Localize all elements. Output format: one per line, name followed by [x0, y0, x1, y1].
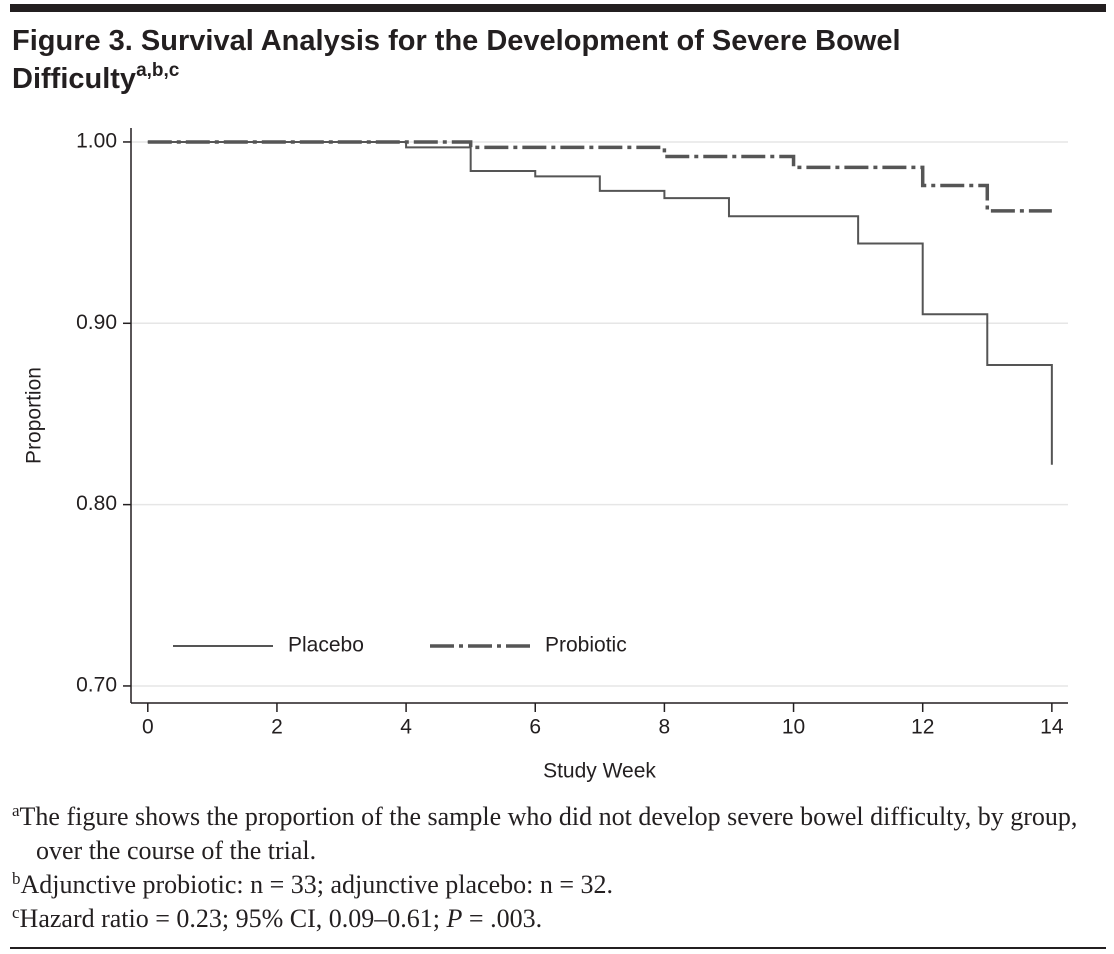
- footnote-text: The figure shows the proportion of the s…: [19, 802, 1078, 865]
- x-tick-label: 6: [529, 716, 541, 739]
- x-tick-label: 14: [1040, 716, 1064, 739]
- footnote-text: = .003.: [462, 904, 543, 933]
- legend-label: Placebo: [288, 634, 364, 657]
- x-tick-label: 12: [911, 716, 934, 739]
- chart-title-block: Figure 3. Survival Analysis for the Deve…: [12, 22, 1062, 98]
- chart: 1.00 0.90 0.80 0.70 0 2 4 6 8 10 12 14 Study Week Pro…: [23, 128, 1068, 783]
- x-axis-label: Study Week: [543, 760, 656, 783]
- x-tick-label: 8: [659, 716, 671, 739]
- x-tick-label: 2: [271, 716, 283, 739]
- footnote: aThe figure shows the proportion of the …: [12, 800, 1107, 868]
- legend-label: Probiotic: [545, 634, 627, 657]
- footnote-marker: c: [12, 903, 20, 922]
- survival-line: [147, 140, 1052, 213]
- y-tick-label: 0.80: [76, 492, 117, 515]
- x-tick-label: 10: [782, 716, 805, 739]
- footnote-marker: b: [12, 869, 21, 888]
- footnote-marker: a: [12, 801, 20, 820]
- x-tick-label: 4: [400, 716, 412, 739]
- y-tick-label: 0.70: [76, 674, 117, 697]
- bottom-rule: [10, 947, 1106, 949]
- chart-title: Figure 3. Survival Analysis for the Deve…: [12, 25, 901, 95]
- top-bar: [10, 4, 1106, 12]
- footnote-text: Adjunctive probiotic: n = 33; adjunctive…: [20, 870, 614, 899]
- y-axis-label: Proportion: [23, 367, 46, 464]
- survival-line: [147, 140, 1053, 465]
- title-superscript: a,b,c: [136, 60, 180, 81]
- footnote-italic: P: [446, 904, 463, 933]
- footnote: cHazard ratio = 0.23; 95% CI, 0.09–0.61;…: [12, 902, 1107, 936]
- footnote: bAdjunctive probiotic: n = 33; adjunctiv…: [12, 868, 1107, 902]
- x-tick-label: 0: [142, 716, 154, 739]
- y-tick-label: 0.90: [76, 311, 117, 334]
- footnotes: aThe figure shows the proportion of the …: [12, 800, 1107, 936]
- footnote-text: Hazard ratio = 0.23; 95% CI, 0.09–0.61;: [19, 904, 447, 933]
- y-tick-label: 1.00: [76, 130, 117, 153]
